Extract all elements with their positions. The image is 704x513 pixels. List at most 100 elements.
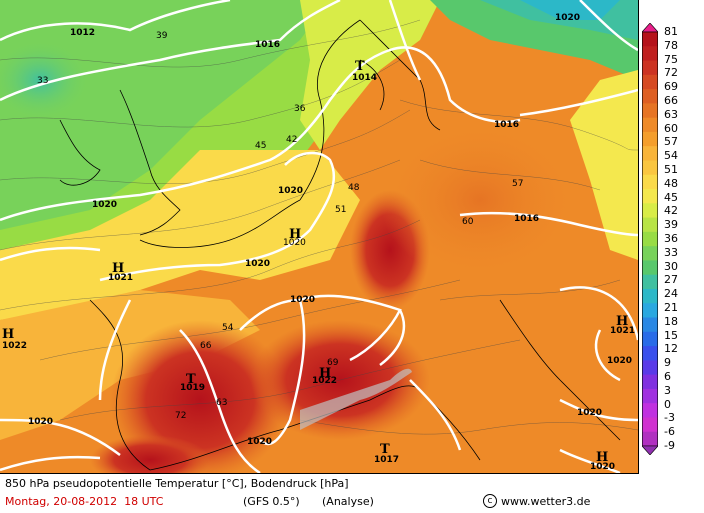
- temp-label: 51: [335, 205, 346, 215]
- isobar-label-group: 1012 1016 1020 1014 1016 1016 1020 1021 …: [2, 13, 635, 472]
- temperature-labels: 39 33 36 42 45 48 51 54 57 60 63 66 69 7…: [37, 31, 523, 421]
- high-center-symbol: H: [112, 261, 124, 276]
- scale-label: 24: [664, 287, 678, 301]
- scale-label: 15: [664, 328, 678, 342]
- isobar-label: 1020: [590, 462, 615, 472]
- isobar-label: 1014: [352, 73, 377, 83]
- isobar-label: 1020: [28, 417, 53, 427]
- isobar-label: 1016: [255, 40, 280, 50]
- hot-core-iberia: [110, 320, 290, 473]
- scale-label: 21: [664, 301, 678, 314]
- scale-label: 30: [664, 259, 678, 273]
- scale-swatch: [642, 431, 658, 447]
- field-yellowgreen: [300, 0, 440, 150]
- isobar-label: 1020: [278, 186, 303, 196]
- scale-swatch: [642, 32, 658, 47]
- scale-swatch: [642, 160, 658, 176]
- scale-label: 33: [664, 245, 678, 259]
- alps-band: [300, 368, 412, 430]
- isobar-label: 1021: [610, 326, 635, 336]
- temp-label: 48: [348, 183, 360, 193]
- scale-swatch: [642, 60, 658, 76]
- temp-label: 60: [462, 217, 474, 227]
- theta-e-map: 1012 1016 1020 1014 1016 1016 1020 1021 …: [0, 0, 638, 473]
- scale-label: 57: [664, 135, 678, 149]
- color-scale-bar: [642, 23, 658, 455]
- scale-label: -9: [664, 439, 675, 452]
- high-center-symbol: H: [319, 366, 331, 381]
- temp-label: 54: [222, 323, 234, 333]
- scale-label: -6: [664, 425, 675, 439]
- high-center-value: 1020: [283, 238, 306, 248]
- scale-label: 27: [664, 273, 678, 287]
- scale-label: 69: [664, 80, 678, 94]
- isobar-label: 1022: [312, 376, 337, 386]
- model-name: (GFS 0.5°): [243, 495, 300, 508]
- scale-label: 3: [664, 383, 671, 397]
- map-title: 850 hPa pseudopotentielle Temperatur [°C…: [5, 477, 349, 490]
- scale-swatch: [642, 317, 658, 333]
- isobar-label: 1021: [108, 273, 133, 283]
- scale-label: 78: [664, 38, 678, 52]
- field-yellow: [0, 150, 360, 320]
- isobars: [0, 0, 638, 473]
- temp-label: 33: [37, 76, 48, 86]
- theta-e-contours: [0, 19, 638, 435]
- source-credit: www.wetter3.de: [501, 495, 591, 508]
- map-panel: 1012 1016 1020 1014 1016 1016 1020 1021 …: [0, 0, 639, 474]
- scale-swatch: [642, 360, 658, 376]
- scale-label: 72: [664, 66, 678, 80]
- scale-swatch: [642, 274, 658, 290]
- hot-core-south: [90, 435, 210, 473]
- valid-date: Montag, 20-08-2012 18 UTC: [5, 495, 164, 508]
- isobar-label: 1020: [577, 408, 602, 418]
- scale-arrow-bottom: [642, 445, 658, 455]
- isobar-label: 1020: [245, 259, 270, 269]
- low-center-symbol: T: [380, 442, 390, 457]
- scale-swatch: [642, 417, 658, 433]
- isobar-label: 1016: [514, 214, 539, 224]
- scale-label: 66: [664, 94, 678, 107]
- scale-swatch: [642, 231, 658, 247]
- isobar-label: 1022: [2, 341, 27, 351]
- low-center-symbol: T: [186, 372, 196, 387]
- scale-arrow-top: [642, 23, 658, 33]
- low-center-symbol: T: [355, 59, 365, 74]
- isobar-label: 1016: [494, 120, 519, 130]
- scale-label: 81: [664, 25, 678, 38]
- isobar-label: 1020: [555, 13, 580, 23]
- isobar-label: 1020: [247, 437, 272, 447]
- high-center-symbol: H: [596, 450, 608, 465]
- scale-swatch: [642, 103, 658, 119]
- scale-label: 0: [664, 397, 671, 411]
- high-center-symbol: H: [2, 327, 14, 342]
- scale-label: -3: [664, 411, 675, 425]
- scale-swatch: [642, 374, 658, 390]
- scale-swatch: [642, 46, 658, 62]
- scale-swatch: [642, 89, 658, 104]
- scale-swatch: [642, 260, 658, 276]
- scale-swatch: [642, 331, 658, 347]
- field-east-yellow: [570, 70, 638, 260]
- scale-swatch: [642, 203, 658, 219]
- temp-label: 63: [216, 398, 227, 408]
- isobar-label: 1012: [70, 28, 95, 38]
- scale-swatch: [642, 388, 658, 404]
- scale-swatch: [642, 189, 658, 204]
- scale-label: 39: [664, 218, 678, 232]
- isobar-label: 1017: [374, 455, 399, 465]
- scale-swatch: [642, 117, 658, 133]
- pressure-centers: T H 1020 H H T H T H H: [2, 59, 628, 465]
- scale-label: 48: [664, 176, 678, 190]
- scale-swatch: [642, 217, 658, 233]
- scale-swatch: [642, 346, 658, 361]
- temp-label: 57: [512, 179, 523, 189]
- scale-label: 45: [664, 190, 678, 204]
- run-type: (Analyse): [322, 495, 374, 508]
- temp-label: 42: [286, 135, 297, 145]
- temp-label: 69: [327, 358, 339, 368]
- cool-core-atlantic: [0, 40, 90, 120]
- scale-label: 75: [664, 52, 678, 66]
- scale-swatch: [642, 403, 658, 418]
- temp-label: 45: [255, 141, 266, 151]
